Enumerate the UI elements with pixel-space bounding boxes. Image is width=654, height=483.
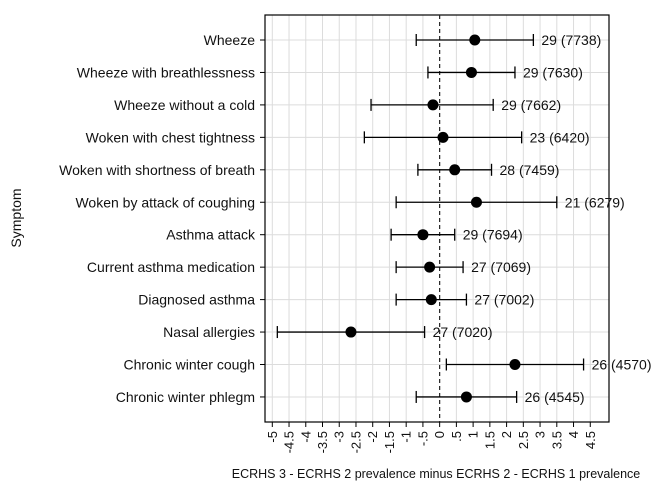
estimate-point — [425, 294, 437, 306]
row-annotation: 26 (4570) — [592, 357, 652, 373]
row-annotation: 23 (6420) — [530, 129, 590, 145]
estimate-point — [460, 391, 472, 403]
x-tick-label: -4 — [298, 431, 313, 443]
y-tick-label: Woken with shortness of breath — [59, 162, 255, 178]
estimate-point — [437, 131, 449, 143]
row-annotation: 29 (7694) — [463, 227, 523, 243]
x-tick-labels: -5 -4.5 -4 -3.5 -3 -2.5 -2 -1.5 -1 -.5 0.5 1 1.5 2 2.5… — [265, 422, 598, 453]
row-annotation: 27 (7020) — [433, 324, 493, 340]
row-annotation: 28 (7459) — [500, 162, 560, 178]
estimate-point — [417, 229, 429, 241]
x-tick-label: 4 — [566, 431, 581, 438]
x-tick-label: -3.5 — [315, 431, 330, 453]
x-tick-label: 3 — [533, 431, 548, 438]
estimate-point — [424, 261, 436, 273]
y-tick-label: Nasal allergies — [163, 324, 255, 340]
data-marks: 29 (7738) 29 (7630) 29 (7662) 23 (6420) 28 (… — [276, 15, 652, 422]
x-tick-label: -4.5 — [282, 431, 297, 453]
row-annotation: 29 (7738) — [541, 32, 601, 48]
y-tick-label: Wheeze without a cold — [114, 97, 255, 113]
estimate-point — [465, 66, 477, 78]
y-axis-title: Symptom — [8, 188, 24, 247]
plot-frame — [264, 14, 610, 423]
y-tick-label: Woken by attack of coughing — [75, 194, 255, 210]
estimate-point — [345, 326, 357, 338]
x-tick-label: -.5 — [415, 431, 430, 446]
x-axis-title: ECRHS 3 - ECRHS 2 prevalence minus ECRHS… — [232, 467, 641, 481]
y-tick-labels: Wheeze Wheeze with breathlessness Wheeze w… — [59, 32, 265, 405]
estimate-point — [449, 164, 461, 176]
y-tick-label: Chronic winter cough — [123, 357, 255, 373]
estimate-point — [509, 359, 521, 370]
x-tick-label: -5 — [265, 431, 280, 443]
y-tick-label: Diagnosed asthma — [138, 292, 255, 308]
x-tick-label: -1 — [399, 431, 414, 443]
y-tick-label: Chronic winter phlegm — [116, 389, 255, 405]
x-tick-label: -1.5 — [382, 431, 397, 453]
row-annotation: 27 (7002) — [474, 292, 534, 308]
x-tick-label: -2.5 — [348, 431, 363, 453]
y-tick-label: Asthma attack — [166, 227, 256, 243]
estimate-point — [427, 99, 439, 111]
estimate-point — [469, 34, 481, 46]
y-tick-label: Current asthma medication — [87, 259, 255, 275]
y-tick-label: Wheeze — [204, 32, 256, 48]
x-tick-label: .5 — [449, 431, 464, 442]
row-annotation: 26 (4545) — [525, 389, 585, 405]
x-tick-label: -2 — [365, 431, 380, 443]
row-annotation: 27 (7069) — [471, 259, 531, 275]
x-tick-label: 1 — [466, 431, 481, 438]
x-tick-label: 1.5 — [482, 431, 497, 449]
row-annotation: 29 (7630) — [523, 64, 583, 80]
y-tick-label: Wheeze with breathlessness — [77, 64, 255, 80]
row-annotation: 21 (6279) — [565, 194, 625, 210]
y-tick-label: Woken with chest tightness — [86, 129, 255, 145]
row-annotation: 29 (7662) — [501, 97, 561, 113]
x-tick-label: 3.5 — [549, 431, 564, 449]
x-tick-label: 0 — [432, 431, 447, 438]
x-tick-label: 4.5 — [583, 431, 598, 449]
x-tick-label: -3 — [332, 431, 347, 443]
x-tick-label: 2 — [499, 431, 514, 438]
estimate-point — [470, 196, 482, 208]
x-tick-label: 2.5 — [516, 431, 531, 449]
